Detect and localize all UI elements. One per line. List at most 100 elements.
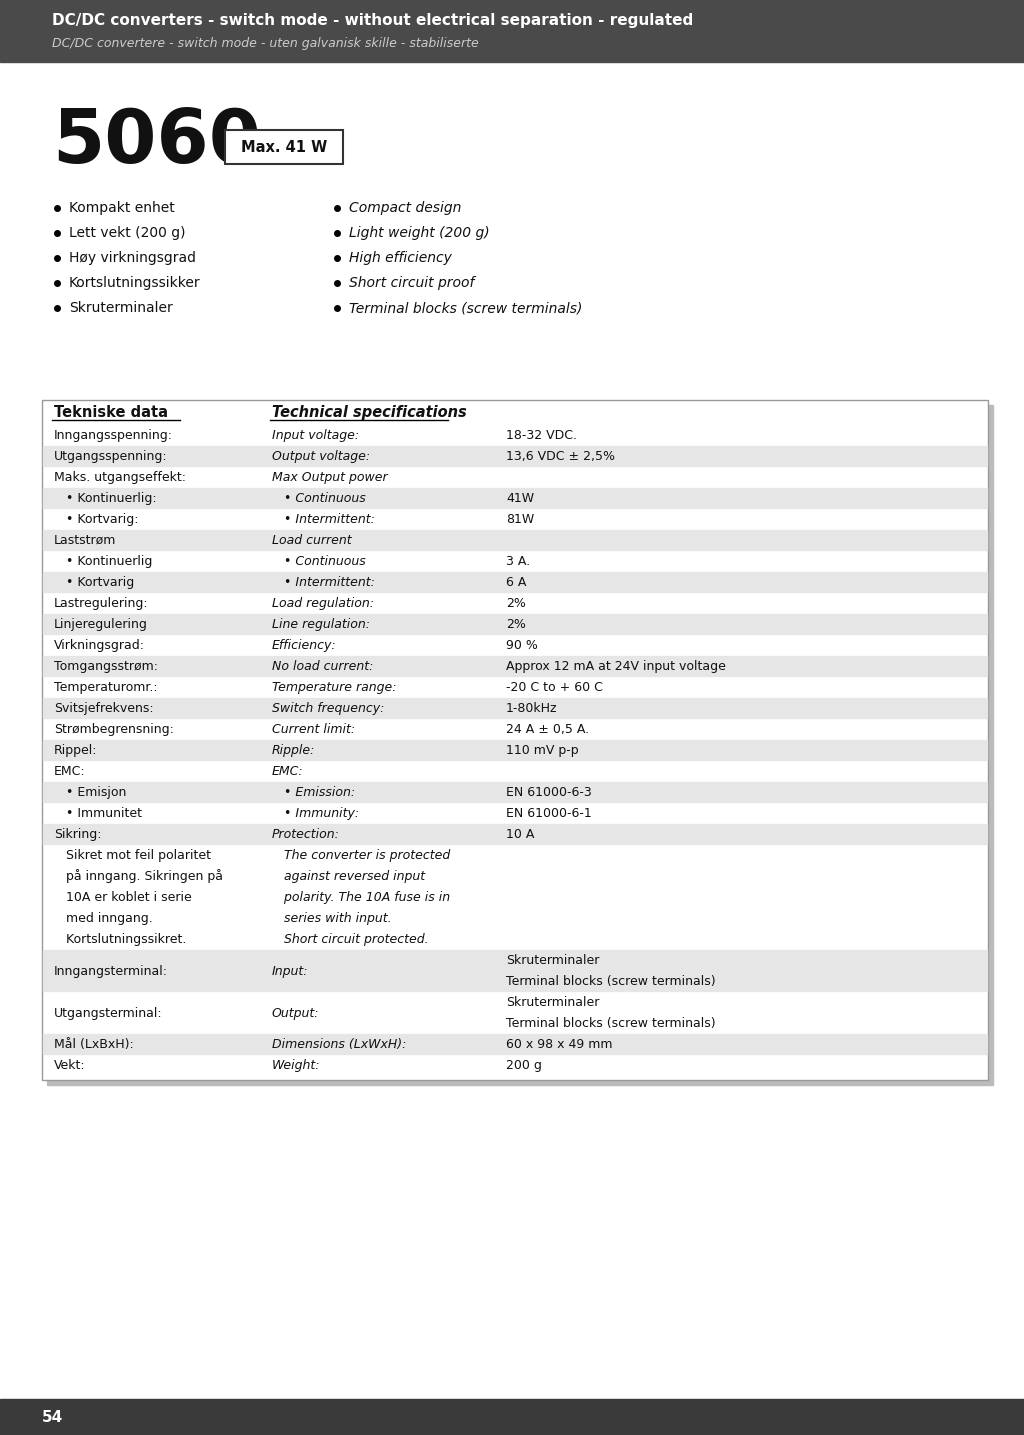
Text: EN 61000-6-1: EN 61000-6-1 — [506, 806, 592, 819]
Text: DC/DC convertere - switch mode - uten galvanisk skille - stabiliserte: DC/DC convertere - switch mode - uten ga… — [52, 37, 479, 50]
Text: 5060: 5060 — [52, 106, 261, 178]
Text: Switch frequency:: Switch frequency: — [272, 702, 384, 715]
Text: 54: 54 — [42, 1409, 63, 1425]
Text: Tomgangsstrøm:: Tomgangsstrøm: — [54, 660, 158, 673]
Text: Høy virkningsgrad: Høy virkningsgrad — [69, 251, 196, 265]
Text: Approx 12 mA at 24V input voltage: Approx 12 mA at 24V input voltage — [506, 660, 726, 673]
Text: Vekt:: Vekt: — [54, 1059, 86, 1072]
Bar — [43, 740, 987, 761]
Text: Terminal blocks (screw terminals): Terminal blocks (screw terminals) — [506, 1017, 716, 1030]
Text: 2%: 2% — [506, 618, 526, 631]
Text: Virkningsgrad:: Virkningsgrad: — [54, 639, 145, 651]
Text: Linjeregulering: Linjeregulering — [54, 618, 147, 631]
Text: 3 A.: 3 A. — [506, 555, 530, 568]
Text: • Intermittent:: • Intermittent: — [272, 512, 375, 527]
Text: High efficiency: High efficiency — [349, 251, 452, 265]
Text: Input voltage:: Input voltage: — [272, 429, 359, 442]
Text: Protection:: Protection: — [272, 828, 340, 841]
Text: Technical specifications: Technical specifications — [272, 405, 467, 420]
Text: 10A er koblet i serie: 10A er koblet i serie — [54, 891, 191, 904]
Bar — [43, 950, 987, 992]
Text: Temperature range:: Temperature range: — [272, 682, 396, 695]
Text: 41W: 41W — [506, 492, 535, 505]
Bar — [0, 1399, 1024, 1435]
Bar — [43, 824, 987, 844]
Text: Weight:: Weight: — [272, 1059, 321, 1072]
Text: EMC:: EMC: — [272, 765, 304, 778]
Text: Load current: Load current — [272, 534, 351, 547]
Text: • Emission:: • Emission: — [272, 786, 355, 799]
Text: Inngangsterminal:: Inngangsterminal: — [54, 964, 168, 977]
Text: Laststrøm: Laststrøm — [54, 534, 117, 547]
Text: Kompakt enhet: Kompakt enhet — [69, 201, 175, 215]
Text: against reversed input: against reversed input — [272, 870, 425, 883]
Text: 1-80kHz: 1-80kHz — [506, 702, 557, 715]
Text: 200 g: 200 g — [506, 1059, 542, 1072]
Text: • Emisjon: • Emisjon — [54, 786, 126, 799]
Text: 10 A: 10 A — [506, 828, 535, 841]
Text: Rippel:: Rippel: — [54, 743, 97, 758]
Text: på inngang. Sikringen på: på inngang. Sikringen på — [54, 870, 223, 884]
Bar — [43, 697, 987, 718]
Text: Svitsjefrekvens:: Svitsjefrekvens: — [54, 702, 154, 715]
Text: Temperaturomr.:: Temperaturomr.: — [54, 682, 158, 695]
Text: Sikring:: Sikring: — [54, 828, 101, 841]
Bar — [43, 488, 987, 508]
Text: Kortslutningssikret.: Kortslutningssikret. — [54, 933, 186, 946]
Text: Sikret mot feil polaritet: Sikret mot feil polaritet — [54, 850, 211, 862]
Bar — [43, 656, 987, 676]
Bar — [43, 573, 987, 593]
Text: Light weight (200 g): Light weight (200 g) — [349, 225, 489, 240]
Text: Short circuit proof: Short circuit proof — [349, 276, 474, 290]
Text: Tekniske data: Tekniske data — [54, 405, 168, 420]
Bar — [225, 131, 343, 164]
Text: series with input.: series with input. — [272, 913, 391, 926]
Bar — [43, 446, 987, 466]
Text: 18-32 VDC.: 18-32 VDC. — [506, 429, 577, 442]
Text: Line regulation:: Line regulation: — [272, 618, 370, 631]
Text: Utgangsspenning:: Utgangsspenning: — [54, 451, 168, 464]
Text: Lett vekt (200 g): Lett vekt (200 g) — [69, 225, 185, 240]
Text: • Intermittent:: • Intermittent: — [272, 575, 375, 588]
Text: 6 A: 6 A — [506, 575, 526, 588]
Text: • Kontinuerlig: • Kontinuerlig — [54, 555, 153, 568]
Text: • Immunitet: • Immunitet — [54, 806, 142, 819]
Text: Output voltage:: Output voltage: — [272, 451, 370, 464]
Text: Dimensions (LxWxH):: Dimensions (LxWxH): — [272, 1038, 407, 1050]
Text: 110 mV p-p: 110 mV p-p — [506, 743, 579, 758]
Text: The converter is protected: The converter is protected — [272, 850, 451, 862]
Text: 90 %: 90 % — [506, 639, 538, 651]
Text: 24 A ± 0,5 A.: 24 A ± 0,5 A. — [506, 723, 589, 736]
Text: EMC:: EMC: — [54, 765, 86, 778]
Bar — [0, 0, 1024, 62]
Text: 60 x 98 x 49 mm: 60 x 98 x 49 mm — [506, 1038, 612, 1050]
Text: 13,6 VDC ± 2,5%: 13,6 VDC ± 2,5% — [506, 451, 615, 464]
Text: Skruterminaler: Skruterminaler — [506, 954, 599, 967]
Bar — [43, 530, 987, 550]
Text: -20 C to + 60 C: -20 C to + 60 C — [506, 682, 603, 695]
Text: Short circuit protected.: Short circuit protected. — [272, 933, 429, 946]
Bar — [43, 614, 987, 634]
Text: Maks. utgangseffekt:: Maks. utgangseffekt: — [54, 471, 186, 484]
Text: Max. 41 W: Max. 41 W — [241, 139, 327, 155]
Bar — [42, 400, 988, 1081]
Text: • Continuous: • Continuous — [272, 555, 366, 568]
Text: med inngang.: med inngang. — [54, 913, 153, 926]
Text: Compact design: Compact design — [349, 201, 462, 215]
Bar — [43, 1035, 987, 1053]
Text: Utgangsterminal:: Utgangsterminal: — [54, 1006, 163, 1019]
Text: • Kortvarig:: • Kortvarig: — [54, 512, 138, 527]
Text: • Continuous: • Continuous — [272, 492, 366, 505]
Text: Input:: Input: — [272, 964, 308, 977]
Text: Output:: Output: — [272, 1006, 319, 1019]
Text: Strømbegrensning:: Strømbegrensning: — [54, 723, 174, 736]
Text: • Immunity:: • Immunity: — [272, 806, 359, 819]
Text: Current limit:: Current limit: — [272, 723, 355, 736]
Text: EN 61000-6-3: EN 61000-6-3 — [506, 786, 592, 799]
Text: Terminal blocks (screw terminals): Terminal blocks (screw terminals) — [506, 974, 716, 989]
Text: • Kortvarig: • Kortvarig — [54, 575, 134, 588]
Text: Efficiency:: Efficiency: — [272, 639, 337, 651]
Text: Skruterminaler: Skruterminaler — [69, 301, 173, 316]
Text: Lastregulering:: Lastregulering: — [54, 597, 148, 610]
Text: Mål (LxBxH):: Mål (LxBxH): — [54, 1038, 134, 1050]
